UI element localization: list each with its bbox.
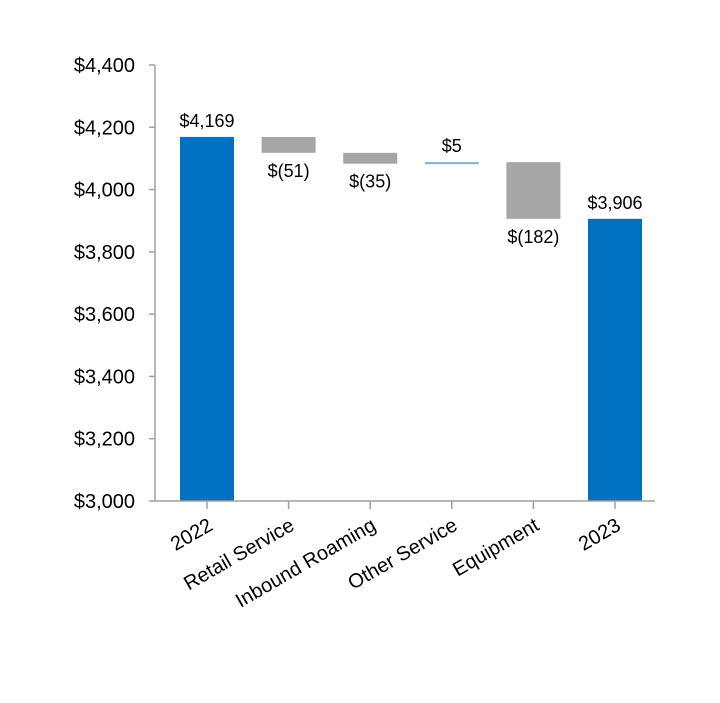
x-tick-label: Equipment (449, 514, 543, 581)
bar-equipment (506, 162, 561, 219)
y-tick-label: $4,400 (74, 55, 135, 77)
data-label: $3,906 (587, 193, 642, 213)
y-tick-label: $4,200 (74, 117, 135, 139)
x-tick-label: 2022 (167, 514, 217, 555)
x-tick-label: Inbound Roaming (232, 514, 380, 612)
data-label: $5 (442, 136, 462, 156)
y-tick-label: $3,800 (74, 242, 135, 264)
data-label: $(182) (507, 227, 559, 247)
y-tick-label: $4,000 (74, 180, 135, 202)
x-tick-label: 2023 (575, 514, 625, 555)
y-tick-label: $3,000 (74, 491, 135, 513)
y-tick-label: $3,600 (74, 304, 135, 326)
y-axis: $3,000 $3,200 $3,400 $3,600 $3,800 $4,000 $4,2… (74, 55, 156, 513)
y-tick-label: $3,400 (74, 366, 135, 388)
data-label: $(35) (349, 172, 391, 192)
bar-inbound-roaming (343, 152, 398, 164)
bar-2022 (180, 136, 234, 501)
data-label: $(51) (268, 161, 310, 181)
bar-other-service (424, 162, 479, 165)
data-label: $4,169 (179, 111, 234, 131)
bars: $4,169 $(51) $(35) $5 $(182) $3,906 (179, 111, 643, 502)
y-tick-label: $3,200 (74, 429, 135, 451)
bar-2023 (588, 218, 642, 502)
bar-retail-service (261, 136, 316, 153)
